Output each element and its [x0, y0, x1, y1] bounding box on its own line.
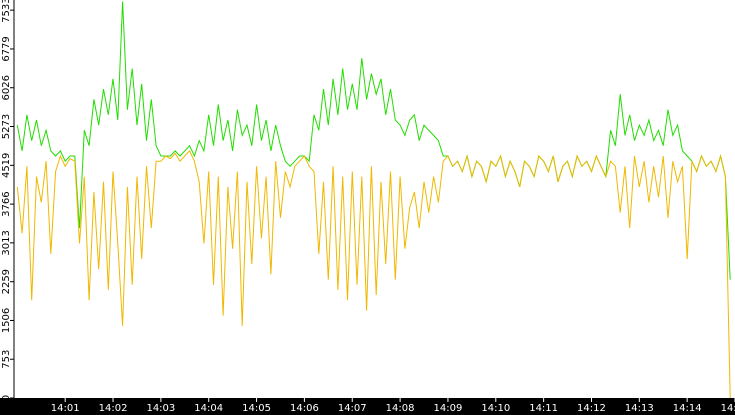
- x-tick-label: 14:15: [721, 403, 735, 414]
- x-tick-label: 14:09: [434, 403, 463, 414]
- x-axis-band: [0, 398, 735, 415]
- series-line: [16, 150, 731, 399]
- x-tick-label: 14:06: [290, 403, 319, 414]
- x-tick-label: 14:01: [51, 403, 80, 414]
- y-tick-label: 4519: [1, 153, 12, 178]
- y-tick-label: 3013: [1, 230, 12, 255]
- y-tick-label: 7533: [1, 0, 12, 23]
- x-tick-label: 14:12: [577, 403, 606, 414]
- x-tick-label: 14:07: [338, 403, 367, 414]
- x-tick-label: 14:04: [194, 403, 223, 414]
- x-tick-label: 14:02: [99, 403, 128, 414]
- y-tick-label: 1506: [1, 308, 12, 333]
- x-tick-label: 14:10: [481, 403, 510, 414]
- x-tick-label: 14:08: [386, 403, 415, 414]
- x-tick-label: 14:11: [529, 403, 558, 414]
- y-tick-label: 5273: [1, 114, 12, 139]
- y-tick-label: 3766: [1, 191, 12, 216]
- y-tick-label: 0: [1, 395, 12, 401]
- y-tick-label: 753: [1, 350, 12, 369]
- x-tick-label: 14:14: [673, 403, 702, 414]
- series-line: [16, 1, 731, 280]
- y-tick-label: 6779: [1, 36, 12, 61]
- x-tick-label: 14:03: [146, 403, 175, 414]
- y-tick-label: 6026: [1, 75, 12, 100]
- x-tick-label: 14:05: [242, 403, 271, 414]
- y-tick-label: 2259: [1, 269, 12, 294]
- x-tick-label: 14:13: [625, 403, 654, 414]
